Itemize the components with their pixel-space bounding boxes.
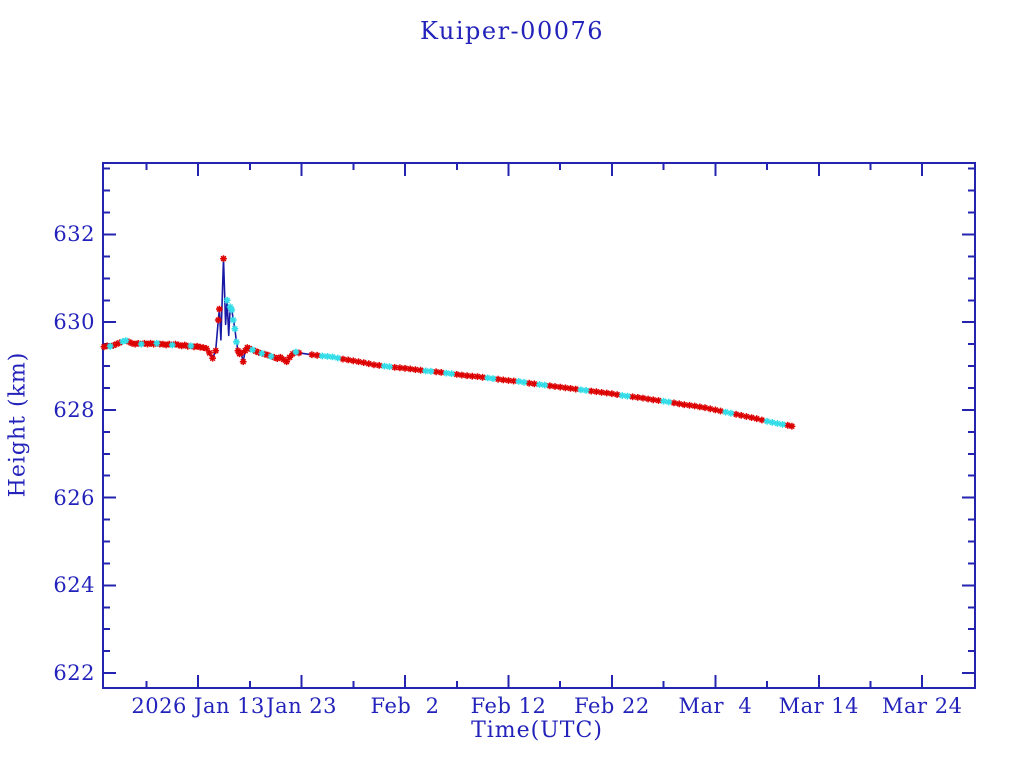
x-tick-label: Jan 23 <box>266 694 338 718</box>
y-tick-label: 624 <box>53 573 95 598</box>
axes-frame-and-ticks <box>102 162 976 689</box>
y-tick-label: 622 <box>53 661 95 686</box>
x-tick-label: Mar 24 <box>882 694 963 718</box>
y-tick-label: 632 <box>53 222 95 247</box>
y-tick-label: 630 <box>53 310 95 335</box>
x-axis-label: Time(UTC) <box>471 718 603 743</box>
x-tick-label: Mar 4 <box>678 694 753 718</box>
x-tick-label: 2026 Jan 13 <box>131 694 265 718</box>
x-tick-label: Feb 12 <box>470 694 547 718</box>
y-tick-label: 626 <box>53 485 95 510</box>
data-series <box>100 255 796 430</box>
x-tick-label: Feb 22 <box>574 694 650 718</box>
x-tick-label: Mar 14 <box>778 694 860 718</box>
chart-title: Kuiper-00076 <box>419 17 605 45</box>
y-tick-label: 628 <box>53 397 95 422</box>
x-tick-label: Feb 2 <box>370 694 440 718</box>
